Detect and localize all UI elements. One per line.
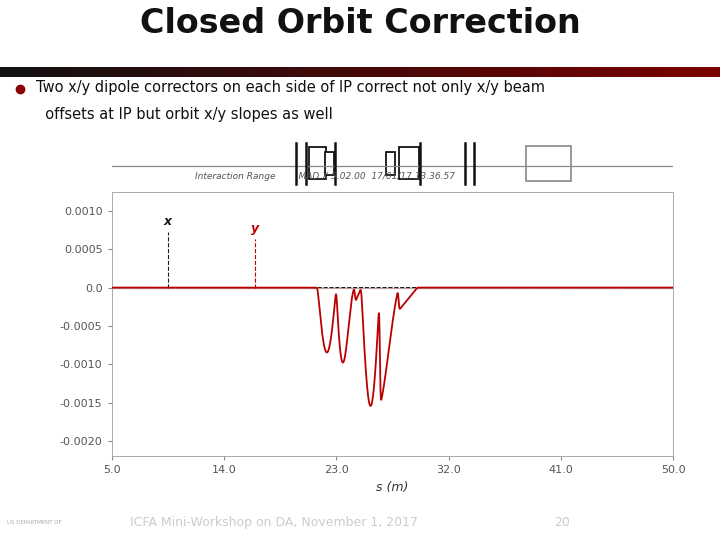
Bar	[386, 152, 395, 175]
Bar	[325, 152, 334, 175]
Bar	[309, 147, 326, 179]
Text: Jefferson Lab: Jefferson Lab	[595, 516, 698, 529]
Text: US DEPARTMENT OF: US DEPARTMENT OF	[7, 520, 62, 525]
X-axis label: s (m): s (m)	[377, 481, 408, 494]
Bar	[399, 147, 418, 179]
Text: x: x	[163, 214, 172, 227]
Text: y: y	[251, 221, 259, 235]
Text: Closed Orbit Correction: Closed Orbit Correction	[140, 7, 580, 40]
Text: 20: 20	[554, 516, 570, 529]
Text: offsets at IP but orbit x/y slopes as well: offsets at IP but orbit x/y slopes as we…	[36, 107, 333, 122]
Bar	[526, 146, 571, 180]
Text: Two x/y dipole correctors on each side of IP correct not only x/y beam: Two x/y dipole correctors on each side o…	[36, 80, 545, 95]
Text: ICFA Mini-Workshop on DA, November 1, 2017: ICFA Mini-Workshop on DA, November 1, 20…	[130, 516, 418, 529]
Text: Interaction Range        MAD X 5.02.00  17/01/17 13.36.57: Interaction Range MAD X 5.02.00 17/01/17…	[195, 172, 455, 181]
